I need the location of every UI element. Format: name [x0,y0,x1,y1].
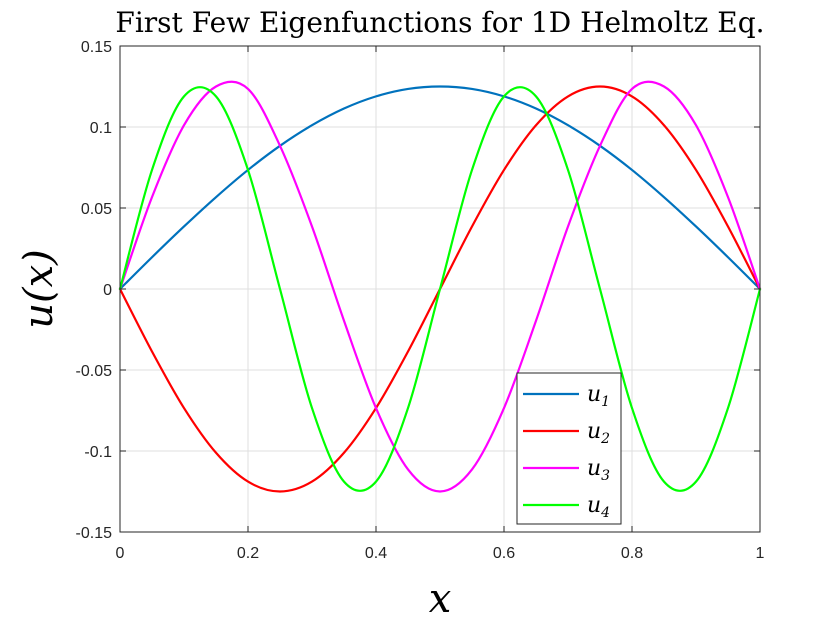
legend-box [516,372,622,525]
x-tick-label: 0.4 [365,545,387,562]
legend-label-u1: u1 [587,382,610,410]
y-tick-label: -0.15 [76,525,113,542]
legend: u1 u2 u3 u4 [516,372,622,525]
plot-area [118,45,762,533]
legend-label-u3: u3 [587,456,610,484]
x-tick-label: 0 [116,545,125,562]
series-line-u3 [118,80,762,493]
y-tick-label: 0.05 [81,201,112,218]
y-axis-ticks: 0.15 0.1 0.05 0 -0.05 -0.1 -0.15 [76,39,760,542]
series-lines [118,80,762,493]
x-axis-label: x [429,576,452,622]
y-tick-label: 0.1 [90,120,112,137]
series-line-u1 [118,85,762,291]
x-axis-ticks: 0 0.2 0.4 0.6 0.8 1 [116,46,765,562]
chart-title: First Few Eigenfunctions for 1D Helmoltz… [115,6,764,39]
y-tick-label: -0.1 [84,444,112,461]
y-tick-label: -0.05 [76,363,113,380]
legend-label-u4: u4 [587,493,610,521]
x-tick-label: 1 [756,545,765,562]
x-tick-label: 0.6 [493,545,515,562]
y-tick-label: 0.15 [81,39,112,56]
series-line-u4 [118,86,762,492]
x-tick-label: 0.8 [621,545,643,562]
y-tick-label: 0 [103,282,112,299]
x-tick-label: 0.2 [237,545,259,562]
legend-entries: u1 u2 u3 u4 [523,382,610,521]
legend-label-u2: u2 [587,419,610,447]
y-axis-label: u(x) [16,249,62,329]
